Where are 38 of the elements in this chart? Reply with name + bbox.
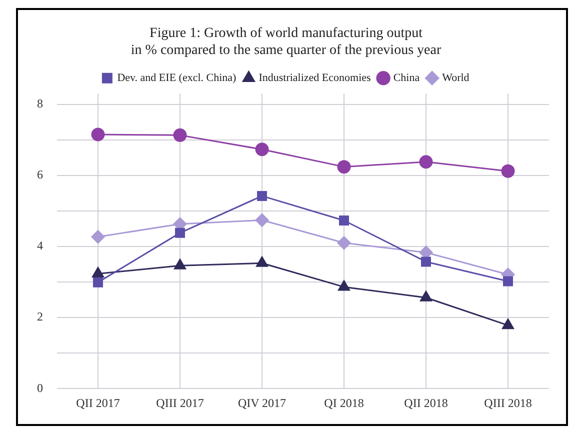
point: [337, 160, 351, 174]
point: [255, 142, 269, 156]
point: [338, 280, 350, 291]
text: Figure 1: Growth of world manufacturing output: [150, 26, 422, 42]
point: [92, 267, 104, 278]
point: [91, 230, 105, 244]
point: [503, 276, 513, 286]
point: [175, 228, 185, 238]
x-tick-label: QI 2018: [324, 396, 364, 410]
legend-label: World: [442, 72, 470, 84]
x-tick-label: QII 2017: [76, 396, 120, 410]
y-tick-label: 0: [37, 380, 43, 395]
x-tick-label: QII 2018: [404, 396, 448, 410]
point: [174, 258, 186, 270]
x-tick-label: QIII 2018: [484, 396, 532, 410]
x-tick-label: QIII 2017: [156, 396, 204, 410]
point: [339, 215, 349, 226]
point: [337, 236, 351, 250]
y-tick-label: 4: [37, 238, 43, 253]
point: [502, 318, 514, 330]
point: [420, 290, 432, 302]
point: [93, 277, 103, 288]
y-tick-label: 2: [37, 310, 43, 324]
y-tick-label: 6: [37, 168, 43, 182]
x-tick-label: QIV 2017: [238, 396, 286, 410]
point: [257, 190, 267, 201]
point: [419, 155, 433, 169]
legend-label: China: [393, 72, 420, 84]
point: [421, 256, 431, 267]
text: in % compared to the same quarter of the previous year: [130, 42, 442, 58]
legend-label: Dev. and EIE (excl. China): [117, 72, 237, 84]
point: [255, 213, 269, 227]
point: [256, 256, 268, 267]
legend-label: Industrialized Economies: [258, 72, 371, 84]
y-tick-label: 8: [37, 96, 43, 110]
point: [91, 128, 105, 142]
point: [173, 128, 187, 142]
point: [501, 164, 515, 178]
